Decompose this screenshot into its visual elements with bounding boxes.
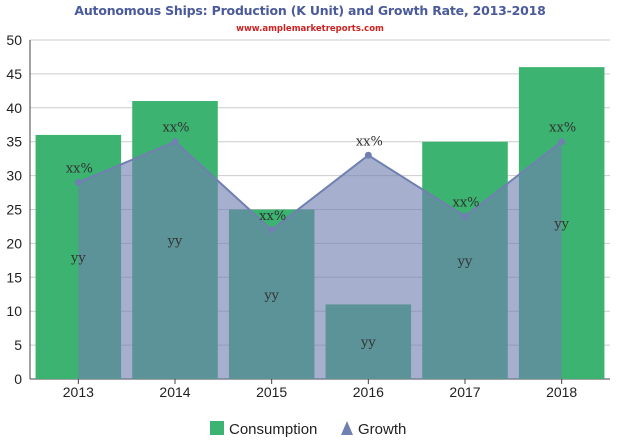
x-tick-label: 2014: [159, 384, 190, 400]
y-tick-label: 15: [6, 269, 22, 285]
growth-area-fill: [78, 141, 562, 379]
growth-data-label: xx%: [162, 121, 189, 136]
y-tick-label: 45: [6, 66, 22, 82]
growth-point: [268, 226, 276, 234]
legend-consumption-label: Consumption: [229, 421, 317, 438]
y-tick-label: 0: [14, 371, 22, 387]
growth-point: [558, 138, 566, 146]
legend-growth-swatch: [341, 421, 353, 435]
growth-point: [74, 178, 82, 186]
x-tick-label: 2017: [449, 384, 480, 400]
growth-line: [77, 140, 563, 232]
consumption-data-label: yy: [457, 254, 473, 269]
growth-area: [74, 138, 566, 379]
legend-consumption-swatch: [210, 421, 224, 435]
y-tick-label: 20: [6, 235, 22, 251]
consumption-data-label: yy: [70, 251, 86, 266]
x-tick-label: 2015: [256, 384, 287, 400]
legend[interactable]: Consumption Growth: [210, 421, 406, 438]
y-tick-label: 10: [6, 303, 22, 319]
growth-point: [171, 138, 179, 146]
y-tick-label: 30: [6, 168, 22, 184]
x-tick-label: 2018: [546, 384, 577, 400]
legend-growth-label: Growth: [358, 421, 406, 438]
growth-point: [364, 151, 372, 159]
growth-data-label: xx%: [452, 195, 479, 210]
growth-data-label: xx%: [259, 209, 286, 224]
x-tick-label: 2016: [353, 384, 384, 400]
chart-title: Autonomous Ships: Production (K Unit) an…: [74, 3, 545, 18]
growth-data-label: xx%: [549, 121, 576, 136]
consumption-data-label: yy: [167, 234, 183, 249]
growth-point: [461, 212, 469, 220]
y-tick-label: 40: [6, 100, 22, 116]
consumption-data-label: yy: [360, 336, 376, 351]
y-tick-label: 5: [14, 337, 22, 353]
y-tick-label: 50: [6, 32, 22, 48]
x-axis: 2013 2014 2015 2016 2017 2018: [63, 379, 577, 400]
y-tick-label: 35: [6, 134, 22, 150]
x-tick-label: 2013: [63, 384, 94, 400]
growth-data-label: xx%: [66, 161, 93, 176]
y-tick-label: 25: [6, 202, 22, 218]
growth-data-label: xx%: [356, 134, 383, 149]
chart-subtitle: www.amplemarketreports.com: [236, 24, 384, 34]
data-labels: xx% xx% xx% xx% xx% xx% yy yy yy yy yy yy: [66, 121, 576, 351]
consumption-data-label: yy: [553, 217, 569, 232]
consumption-data-label: yy: [263, 288, 279, 303]
y-axis: 0 5 10 15 20 25 30 35 40 45 50: [6, 32, 22, 387]
